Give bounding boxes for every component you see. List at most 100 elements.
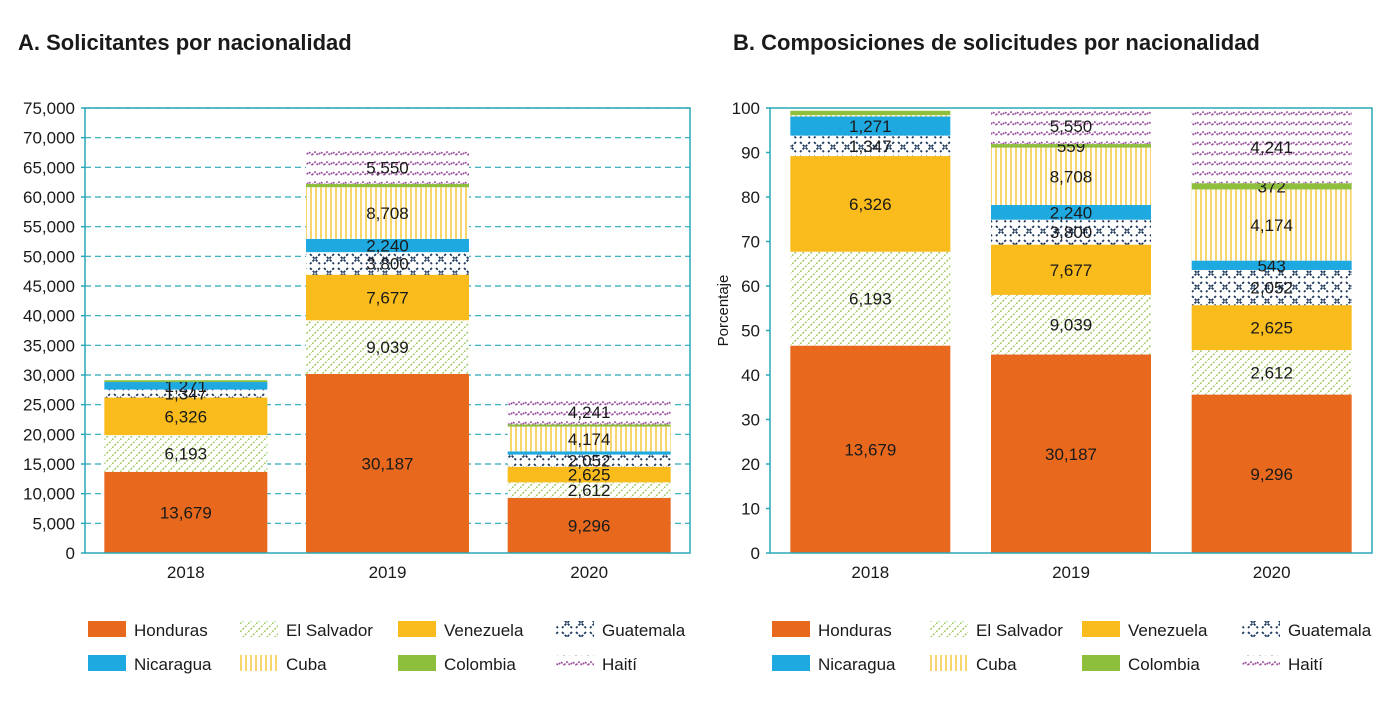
bar-guatemala-2020 [507, 454, 671, 467]
y-tick-label: 20 [741, 455, 760, 474]
legend-swatch-colombia [398, 655, 436, 671]
data-label-venezuela-2020: 2,625 [1250, 319, 1293, 338]
bar-nicaragua-2019 [306, 238, 469, 253]
legend-label-venezuela: Venezuela [444, 621, 524, 640]
bar-haiti-2019 [306, 150, 469, 184]
chart-b-title: B. Composiciones de solicitudes por naci… [733, 30, 1260, 55]
bar-nicaragua-2018 [790, 116, 951, 136]
bar-colombia-2018 [790, 110, 951, 116]
legend-swatch-nicaragua [772, 655, 810, 671]
data-label-haiti-2020: 4,241 [1250, 138, 1293, 157]
bar-haiti-2020 [507, 399, 671, 425]
bar-honduras-2018 [104, 471, 268, 553]
data-label-el-salvador-2018: 6,193 [165, 444, 208, 463]
legend-label-nicaragua: Nicaragua [134, 655, 212, 674]
bar-honduras-2019 [306, 373, 469, 553]
legend-b: Honduras El Salvador Venezuela Guatemala Nic… [772, 621, 1372, 674]
bar-guatemala-2020 [1191, 269, 1352, 306]
bar-venezuela-2019 [306, 274, 469, 321]
data-label-el-salvador-2019: 9,039 [366, 338, 409, 357]
bar-cuba-2020 [1191, 189, 1352, 261]
legend-label-honduras: Honduras [134, 621, 208, 640]
bar-haiti-2020 [1191, 111, 1352, 184]
legend-label-venezuela: Venezuela [1128, 621, 1208, 640]
y-tick-label: 40,000 [23, 307, 75, 326]
data-label-venezuela-2020: 2,625 [568, 466, 611, 485]
bar-nicaragua-2020 [507, 451, 671, 455]
legend-label-guatemala: Guatemala [602, 621, 686, 640]
bar-el-salvador-2019 [306, 320, 469, 374]
data-label-el-salvador-2020: 2,612 [1250, 363, 1293, 382]
y-tick-label: 100 [732, 99, 760, 118]
bar-guatemala-2018 [104, 389, 268, 398]
x-tick-label: 2018 [167, 563, 205, 582]
legend-swatch-venezuela [398, 621, 436, 637]
bar-cuba-2020 [507, 426, 671, 452]
legend-swatch-haiti [556, 655, 594, 671]
legend-swatch-guatemala [556, 621, 594, 637]
y-tick-label: 35,000 [23, 336, 75, 355]
data-label-venezuela-2018: 6,326 [849, 195, 892, 214]
bar-cuba-2018 [790, 115, 951, 117]
y-tick-label: 90 [741, 144, 760, 163]
y-tick-label: 50 [741, 322, 760, 341]
legend-swatch-venezuela [1082, 621, 1120, 637]
y-tick-label: 25,000 [23, 396, 75, 415]
bar-nicaragua-2018 [104, 382, 268, 390]
data-label-el-salvador-2018: 6,193 [849, 290, 892, 309]
data-label-haiti-2019: 5,550 [366, 158, 409, 177]
bar-colombia-2019 [991, 144, 1151, 148]
bar-cuba-2019 [991, 147, 1151, 206]
y-tick-label: 75,000 [23, 99, 75, 118]
legend-label-honduras: Honduras [818, 621, 892, 640]
y-tick-label: 30,000 [23, 366, 75, 385]
legend-swatch-el-salvador [930, 621, 968, 637]
data-label-honduras-2020: 9,296 [1250, 465, 1293, 484]
y-tick-label: 60,000 [23, 188, 75, 207]
y-tick-label: 60 [741, 277, 760, 296]
bar-nicaragua-2020 [1191, 260, 1352, 270]
y-tick-label: 10 [741, 500, 760, 519]
legend-swatch-nicaragua [88, 655, 126, 671]
x-tick-label: 2019 [1052, 563, 1090, 582]
chart-a: 13,6796,1936,3261,3471,271201830,1879,03… [23, 99, 691, 674]
data-label-venezuela-2019: 7,677 [366, 288, 409, 307]
legend-label-haiti: Haití [602, 655, 637, 674]
bar-honduras-2020 [1191, 394, 1352, 553]
bar-honduras-2020 [507, 497, 671, 553]
data-label-guatemala-2018: 1,347 [849, 137, 892, 156]
legend-swatch-cuba [240, 655, 278, 671]
bar-colombia-2020 [507, 424, 671, 427]
data-label-guatemala-2019: 3,800 [366, 254, 409, 273]
bar-el-salvador-2018 [790, 251, 951, 346]
legend-label-guatemala: Guatemala [1288, 621, 1372, 640]
data-label-haiti-2020: 4,241 [568, 403, 611, 422]
y-tick-label: 0 [66, 544, 75, 563]
bar-colombia-2019 [306, 183, 469, 188]
data-label-honduras-2018: 13,679 [844, 440, 896, 459]
legend-swatch-colombia [1082, 655, 1120, 671]
y-tick-label: 40 [741, 366, 760, 385]
y-tick-label: 50,000 [23, 247, 75, 266]
bar-guatemala-2018 [790, 135, 951, 157]
data-label-el-salvador-2019: 9,039 [1050, 316, 1093, 335]
legend-swatch-honduras [88, 621, 126, 637]
legend-label-nicaragua: Nicaragua [818, 655, 896, 674]
legend-label-colombia: Colombia [1128, 655, 1200, 674]
data-label-honduras-2019: 30,187 [362, 454, 414, 473]
y-tick-label: 45,000 [23, 277, 75, 296]
bar-el-salvador-2018 [104, 435, 268, 472]
legend-a: Honduras El Salvador Venezuela Guatemala Nic… [88, 621, 686, 674]
y-tick-label: 5,000 [32, 514, 75, 533]
legend-swatch-haiti [1242, 655, 1280, 671]
bar-el-salvador-2020 [507, 482, 671, 498]
x-tick-label: 2019 [369, 563, 407, 582]
legend-label-cuba: Cuba [976, 655, 1017, 674]
data-label-venezuela-2019: 7,677 [1050, 261, 1093, 280]
y-tick-label: 80 [741, 188, 760, 207]
legend-label-haiti: Haití [1288, 655, 1323, 674]
legend-label-colombia: Colombia [444, 655, 516, 674]
plot-frame [84, 107, 691, 554]
